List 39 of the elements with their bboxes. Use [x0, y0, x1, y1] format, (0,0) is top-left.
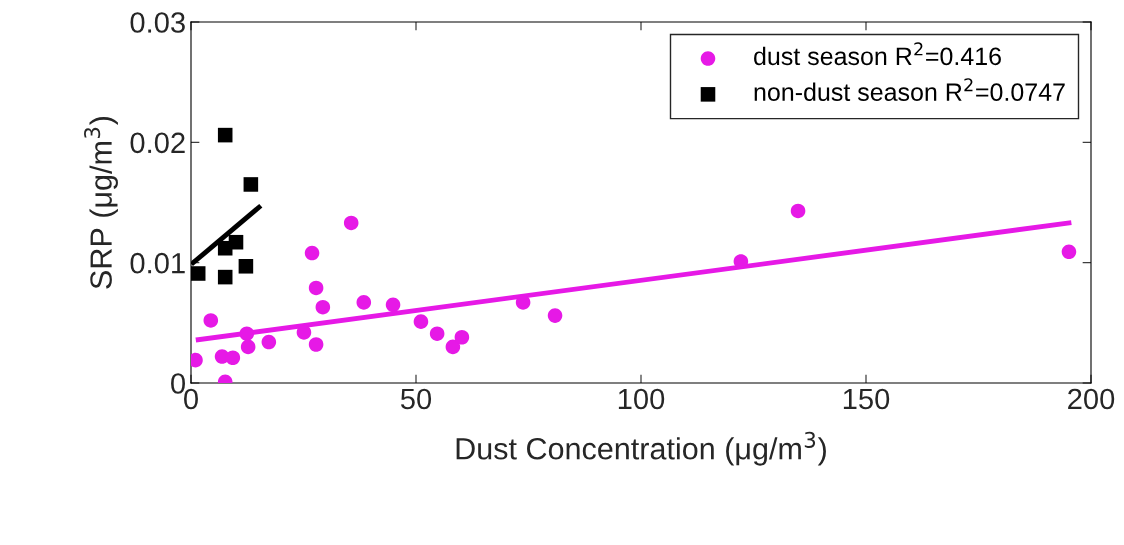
point — [429, 326, 445, 341]
point — [1061, 244, 1077, 260]
point — [191, 266, 206, 281]
legend-label: dust season R$^{2}$=0.416 — [754, 42, 1001, 66]
legend-label: non-dust season R$^{2}$=0.0747 — [754, 78, 1065, 101]
x-tick-label: 150 — [843, 388, 890, 410]
point — [304, 245, 320, 261]
point — [238, 258, 254, 274]
point — [308, 337, 324, 352]
point — [203, 313, 219, 328]
y-tick-label: 0.01 — [130, 252, 185, 274]
y-tick-label: 0.03 — [130, 12, 185, 33]
point — [240, 339, 256, 355]
point — [228, 234, 244, 250]
point — [261, 334, 277, 350]
point — [454, 329, 470, 345]
y-tick-label: 0 — [171, 373, 185, 394]
point — [547, 308, 563, 323]
point — [308, 280, 324, 296]
point — [343, 215, 359, 231]
point — [225, 350, 241, 366]
x-axis-title: Dust Concentration (μg/m$^{3}$) — [456, 431, 826, 466]
point — [296, 325, 312, 340]
x-tick-label: 50 — [400, 388, 432, 410]
point — [413, 314, 429, 329]
point — [356, 295, 372, 310]
point — [515, 295, 531, 310]
point — [315, 299, 331, 315]
point — [385, 297, 401, 313]
point — [790, 203, 806, 219]
point — [243, 177, 259, 192]
y-axis-title: SRP (μg/m$^{3}$) — [84, 116, 118, 289]
point — [217, 269, 233, 285]
x-tick-label: 100 — [618, 388, 665, 410]
y-tick-label: 0.02 — [130, 132, 185, 154]
point — [217, 127, 233, 143]
point — [445, 339, 461, 355]
point — [239, 326, 255, 341]
x-tick-label: 200 — [1068, 388, 1115, 410]
